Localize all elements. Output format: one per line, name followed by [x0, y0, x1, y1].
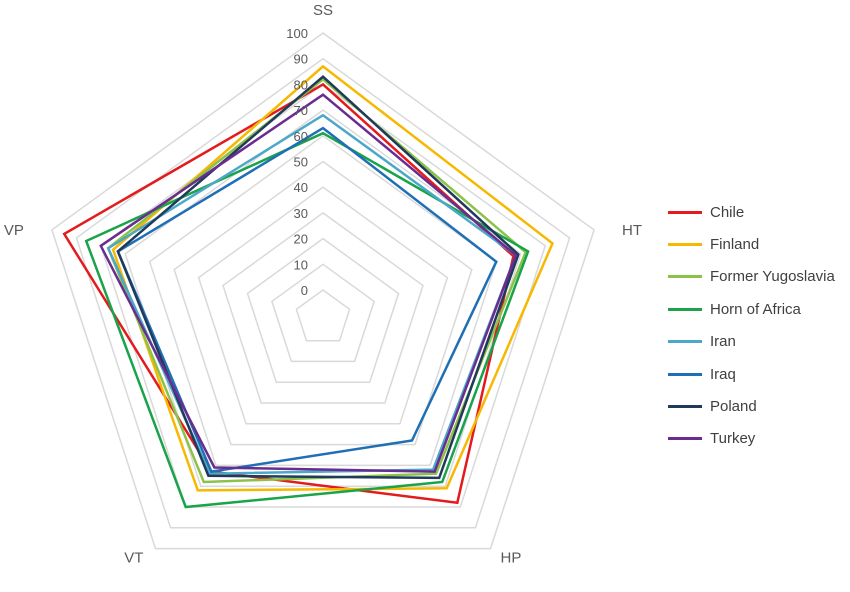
- series-line-iran: [106, 113, 518, 475]
- grid-ring-30: [222, 211, 424, 404]
- legend-item: Poland: [668, 390, 848, 422]
- legend-item: Chile: [668, 196, 848, 228]
- tick-label-30: 30: [294, 206, 308, 221]
- legend-label: Iraq: [710, 365, 736, 383]
- legend-swatch: [668, 405, 702, 409]
- series-line-poland: [116, 75, 520, 480]
- grid-ring-100: [51, 32, 595, 550]
- chart-legend: Chile Finland Former Yugoslavia Horn of Afr…: [668, 196, 848, 455]
- legend-label: Chile: [710, 203, 745, 221]
- legend-item: Former Yugoslavia: [668, 261, 848, 293]
- tick-label-80: 80: [294, 77, 308, 92]
- grid-ring-90: [75, 57, 571, 529]
- axis-label-ss: SS: [313, 2, 333, 19]
- grid-ring-80: [99, 83, 547, 508]
- axis-label-vt: VT: [124, 550, 143, 567]
- legend-item: Turkey: [668, 423, 848, 455]
- legend-swatch: [668, 210, 702, 214]
- legend-item: Horn of Africa: [668, 293, 848, 325]
- axis-label-vp: VP: [4, 222, 24, 239]
- grid-ring-50: [173, 160, 473, 446]
- axis-label-ht: HT: [622, 222, 642, 239]
- tick-label-100: 100: [286, 26, 308, 41]
- legend-item: Iran: [668, 326, 848, 358]
- axis-label-hp: HP: [501, 550, 522, 567]
- grid-ring-60: [148, 134, 498, 467]
- tick-label-10: 10: [294, 257, 308, 272]
- legend-swatch: [668, 275, 702, 279]
- grid-ring-0: [295, 289, 351, 342]
- legend-swatch: [668, 437, 702, 441]
- tick-label-20: 20: [294, 232, 308, 247]
- legend-label: Poland: [710, 398, 757, 416]
- legend-label: Finland: [710, 236, 760, 254]
- tick-label-50: 50: [294, 155, 308, 170]
- tick-label-40: 40: [294, 180, 308, 195]
- series-line-turkey: [99, 93, 518, 473]
- legend-swatch: [668, 372, 702, 376]
- legend-swatch: [668, 307, 702, 311]
- series-line-finland: [111, 64, 555, 492]
- grid-ring-20: [246, 237, 400, 383]
- series-line-iraq: [116, 126, 498, 473]
- legend-label: Horn of Africa: [710, 300, 801, 318]
- legend-swatch: [668, 340, 702, 344]
- legend-label: Former Yugoslavia: [710, 268, 835, 286]
- legend-label: Iran: [710, 333, 736, 351]
- tick-label-60: 60: [294, 129, 308, 144]
- legend-label: Turkey: [710, 430, 756, 448]
- legend-swatch: [668, 243, 702, 247]
- tick-label-70: 70: [294, 103, 308, 118]
- legend-item: Finland: [668, 228, 848, 260]
- tick-label-90: 90: [294, 52, 308, 67]
- legend-item: Iraq: [668, 358, 848, 390]
- tick-label-0: 0: [301, 283, 308, 298]
- grid-ring-40: [197, 186, 449, 425]
- grid-ring-10: [271, 263, 375, 363]
